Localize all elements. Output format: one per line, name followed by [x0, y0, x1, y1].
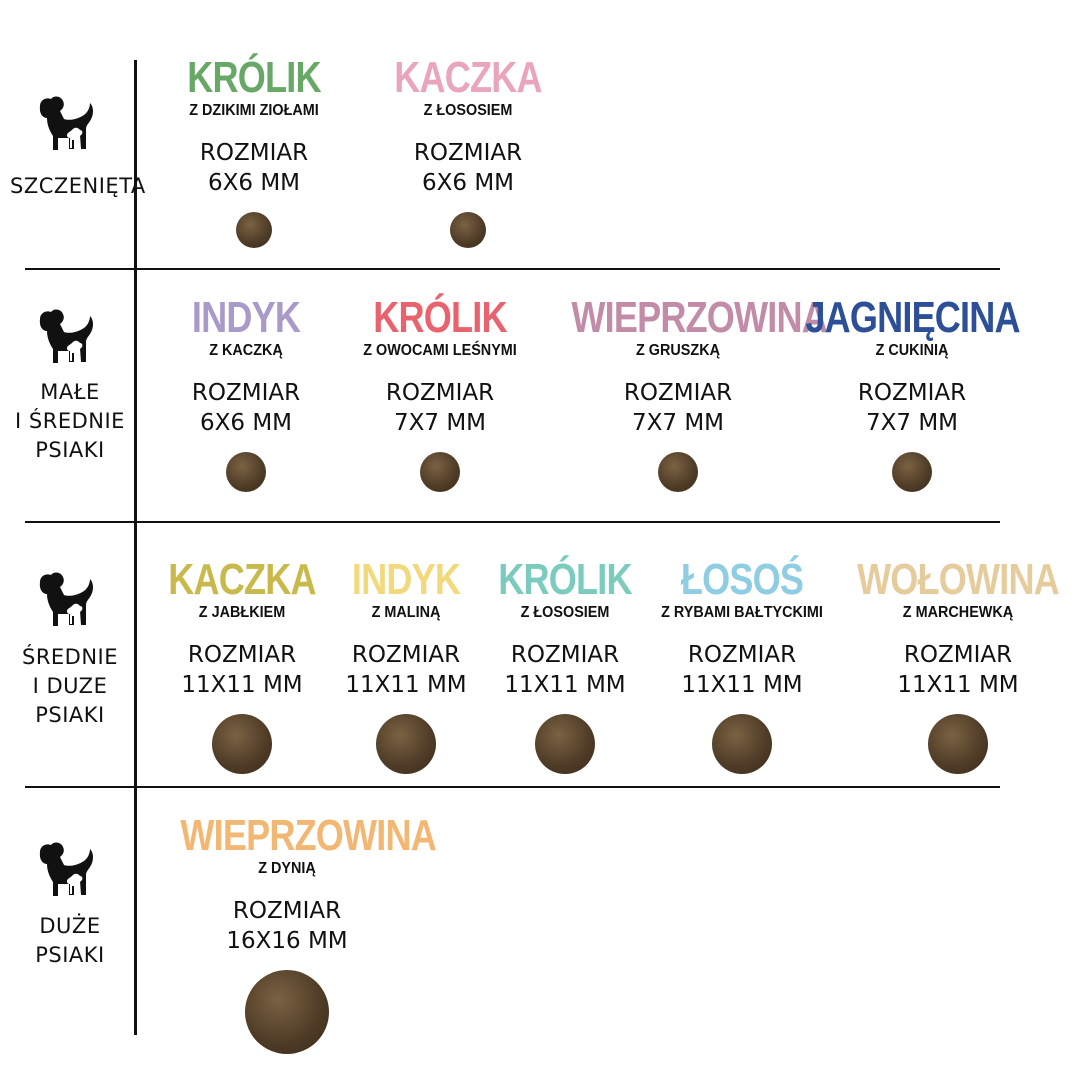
kibble-image: [712, 714, 772, 774]
size-value: 11X11 MM: [181, 672, 303, 698]
row-divider: [25, 521, 1000, 523]
size-label: ROZMIAR: [687, 642, 797, 668]
product-flavor-subtitle: Z GRUSZKĄ: [635, 342, 720, 359]
product-flavor-title: WIEPRZOWINA: [571, 293, 827, 342]
product-flavor-subtitle: Z ŁOSOSIEM: [520, 604, 610, 621]
kibble-size: ROZMIAR 11X11 MM: [435, 640, 695, 700]
product-flavor-title: KRÓLIK: [498, 555, 632, 604]
kibble-image: [658, 452, 698, 492]
size-value: 6X6 MM: [207, 170, 301, 196]
product-flavor-title: KRÓLIK: [187, 53, 321, 102]
product-card: WOŁOWINA Z MARCHEWKĄ ROZMIAR 11X11 MM: [828, 558, 1080, 774]
kibble-size: ROZMIAR 11X11 MM: [612, 640, 872, 700]
product-flavor-title: KACZKA: [168, 555, 316, 604]
size-value: 11X11 MM: [897, 672, 1019, 698]
product-flavor-title: WOŁOWINA: [857, 555, 1060, 604]
product-flavor-subtitle: Z OWOCAMI LEŚNYMI: [363, 342, 517, 359]
kibble-image: [376, 714, 436, 774]
product-flavor-subtitle: Z DZIKIMI ZIOŁAMI: [189, 102, 319, 119]
size-value: 11X11 MM: [345, 672, 467, 698]
product-flavor-title: WIEPRZOWINA: [180, 811, 436, 860]
kibble-size: ROZMIAR 6X6 MM: [116, 378, 376, 438]
dog-size-category-label: ŚREDNIE I DUZE PSIAKI: [21, 645, 119, 727]
product-card: WIEPRZOWINA Z DYNIĄ ROZMIAR 16X16 MM: [157, 811, 437, 1054]
dog-with-puppy-icon: [32, 305, 102, 375]
product-flavor-subtitle: Z DYNIĄ: [258, 860, 316, 877]
kibble-size: ROZMIAR 11X11 MM: [828, 640, 1080, 700]
product-card: ŁOSOŚ Z RYBAMI BAŁTYCKIMI ROZMIAR 11X11 MM: [612, 558, 872, 774]
product-card: INDYK Z MALINĄ ROZMIAR 11X11 MM: [276, 558, 536, 774]
size-label: ROZMIAR: [351, 642, 461, 668]
row-divider: [25, 268, 1000, 270]
size-value: 11X11 MM: [504, 672, 626, 698]
size-label: ROZMIAR: [232, 898, 342, 924]
product-flavor-title: JAGNIĘCINA: [805, 293, 1020, 342]
product-card: KACZKA Z JABŁKIEM ROZMIAR 11X11 MM: [112, 558, 372, 774]
product-card: INDYK Z KACZKĄ ROZMIAR 6X6 MM: [116, 296, 376, 492]
kibble-size: ROZMIAR 6X6 MM: [338, 138, 598, 198]
product-card: WIEPRZOWINA Z GRUSZKĄ ROZMIAR 7X7 MM: [548, 293, 828, 492]
size-value: 6X6 MM: [421, 170, 515, 196]
size-value: 6X6 MM: [199, 410, 293, 436]
product-card: KACZKA Z ŁOSOSIEM ROZMIAR 6X6 MM: [338, 56, 598, 248]
product-flavor-title: KACZKA: [394, 53, 542, 102]
dog-with-puppy-icon: [32, 838, 102, 908]
product-card: JAGNIĘCINA Z CUKINIĄ ROZMIAR 7X7 MM: [782, 296, 1042, 492]
kibble-image: [928, 714, 988, 774]
size-value: 11X11 MM: [681, 672, 803, 698]
product-flavor-title: KRÓLIK: [373, 293, 507, 342]
product-flavor-title: INDYK: [351, 555, 461, 604]
size-label: ROZMIAR: [857, 380, 967, 406]
product-card: KRÓLIK Z OWOCAMI LEŚNYMI ROZMIAR 7X7 MM: [310, 296, 570, 492]
kibble-size: ROZMIAR 7X7 MM: [782, 378, 1042, 438]
size-label: ROZMIAR: [623, 380, 733, 406]
kibble-image: [236, 212, 272, 248]
kibble-size: ROZMIAR 6X6 MM: [124, 138, 384, 198]
product-flavor-subtitle: Z ŁOSOSIEM: [423, 102, 513, 119]
size-label: ROZMIAR: [191, 380, 301, 406]
size-label: ROZMIAR: [413, 140, 523, 166]
size-value: 7X7 MM: [865, 410, 959, 436]
size-label: ROZMIAR: [187, 642, 297, 668]
kibble-image: [892, 452, 932, 492]
kibble-image: [535, 714, 595, 774]
kibble-size: ROZMIAR 11X11 MM: [112, 640, 372, 700]
kibble-image: [226, 452, 266, 492]
product-flavor-subtitle: Z RYBAMI BAŁTYCKIMI: [661, 604, 823, 621]
kibble-size: ROZMIAR 16X16 MM: [157, 896, 417, 956]
size-label: ROZMIAR: [510, 642, 620, 668]
dog-size-category-label: SZCZENIĘTA: [10, 174, 146, 198]
dog-size-category-label: MAŁE I ŚREDNIE PSIAKI: [15, 380, 125, 462]
product-card: KRÓLIK Z DZIKIMI ZIOŁAMI ROZMIAR 6X6 MM: [124, 56, 384, 248]
row-divider: [25, 786, 1000, 788]
kibble-size: ROZMIAR 7X7 MM: [310, 378, 570, 438]
product-flavor-subtitle: Z MALINĄ: [371, 604, 441, 621]
vertical-divider: [134, 60, 137, 1035]
kibble-image: [212, 714, 272, 774]
kibble-image: [245, 970, 329, 1054]
product-flavor-subtitle: Z CUKINIĄ: [875, 342, 949, 359]
kibble-image: [420, 452, 460, 492]
size-value: 7X7 MM: [393, 410, 487, 436]
size-value: 16X16 MM: [226, 928, 348, 954]
size-label: ROZMIAR: [199, 140, 309, 166]
product-flavor-title: INDYK: [191, 293, 301, 342]
product-card: KRÓLIK Z ŁOSOSIEM ROZMIAR 11X11 MM: [435, 558, 695, 774]
size-value: 7X7 MM: [631, 410, 725, 436]
product-flavor-title: ŁOSOŚ: [680, 555, 804, 604]
size-label: ROZMIAR: [385, 380, 495, 406]
size-label: ROZMIAR: [903, 642, 1013, 668]
product-flavor-subtitle: Z KACZKĄ: [209, 342, 283, 359]
product-flavor-subtitle: Z JABŁKIEM: [198, 604, 286, 621]
kibble-image: [450, 212, 486, 248]
dog-with-puppy-icon: [32, 568, 102, 638]
dog-with-puppy-icon: [32, 92, 102, 162]
kibble-size: ROZMIAR 7X7 MM: [548, 378, 808, 438]
dog-size-category-label: DUŻE PSIAKI: [35, 914, 105, 967]
product-flavor-subtitle: Z MARCHEWKĄ: [902, 604, 1014, 621]
kibble-size: ROZMIAR 11X11 MM: [276, 640, 536, 700]
